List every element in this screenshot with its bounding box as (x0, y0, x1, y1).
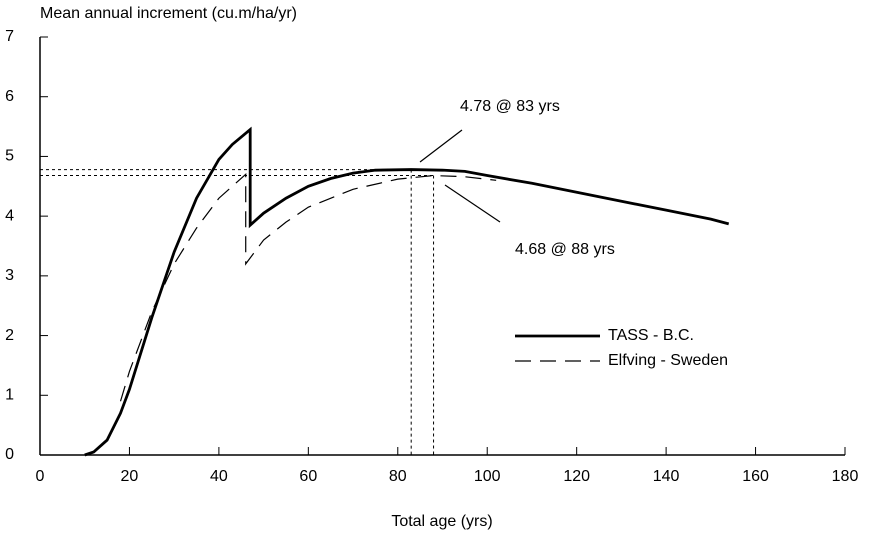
x-tick-label: 160 (742, 468, 769, 485)
y-tick-label: 3 (5, 267, 14, 284)
x-tick-label: 100 (474, 468, 501, 485)
series-line (84, 126, 730, 457)
y-tick-label: 4 (5, 207, 14, 224)
annotation-arrow (419, 129, 463, 163)
x-tick-label: 0 (36, 468, 45, 485)
y-tick-label: 7 (5, 28, 14, 45)
x-tick-label: 80 (389, 468, 407, 485)
legend-label: Elfving - Sweden (608, 352, 728, 369)
x-tick-label: 180 (832, 468, 859, 485)
x-tick-label: 120 (563, 468, 590, 485)
y-tick-label: 0 (5, 446, 14, 463)
x-tick-label: 140 (653, 468, 680, 485)
y-tick-label: 2 (5, 327, 14, 344)
series-line (119, 173, 497, 402)
y-tick-label: 6 (5, 88, 14, 105)
y-axis-label: Mean annual increment (cu.m/ha/yr) (40, 5, 297, 22)
x-tick-label: 60 (299, 468, 317, 485)
annotation: 4.68 @ 88 yrs (515, 241, 615, 258)
legend-label: TASS - B.C. (608, 327, 694, 344)
x-axis-label: Total age (yrs) (391, 513, 492, 530)
annotation-arrow (444, 184, 501, 223)
y-tick-label: 5 (5, 148, 14, 165)
y-tick-label: 1 (5, 387, 14, 404)
x-tick-label: 20 (121, 468, 139, 485)
annotation: 4.78 @ 83 yrs (460, 98, 560, 115)
x-tick-label: 40 (210, 468, 228, 485)
